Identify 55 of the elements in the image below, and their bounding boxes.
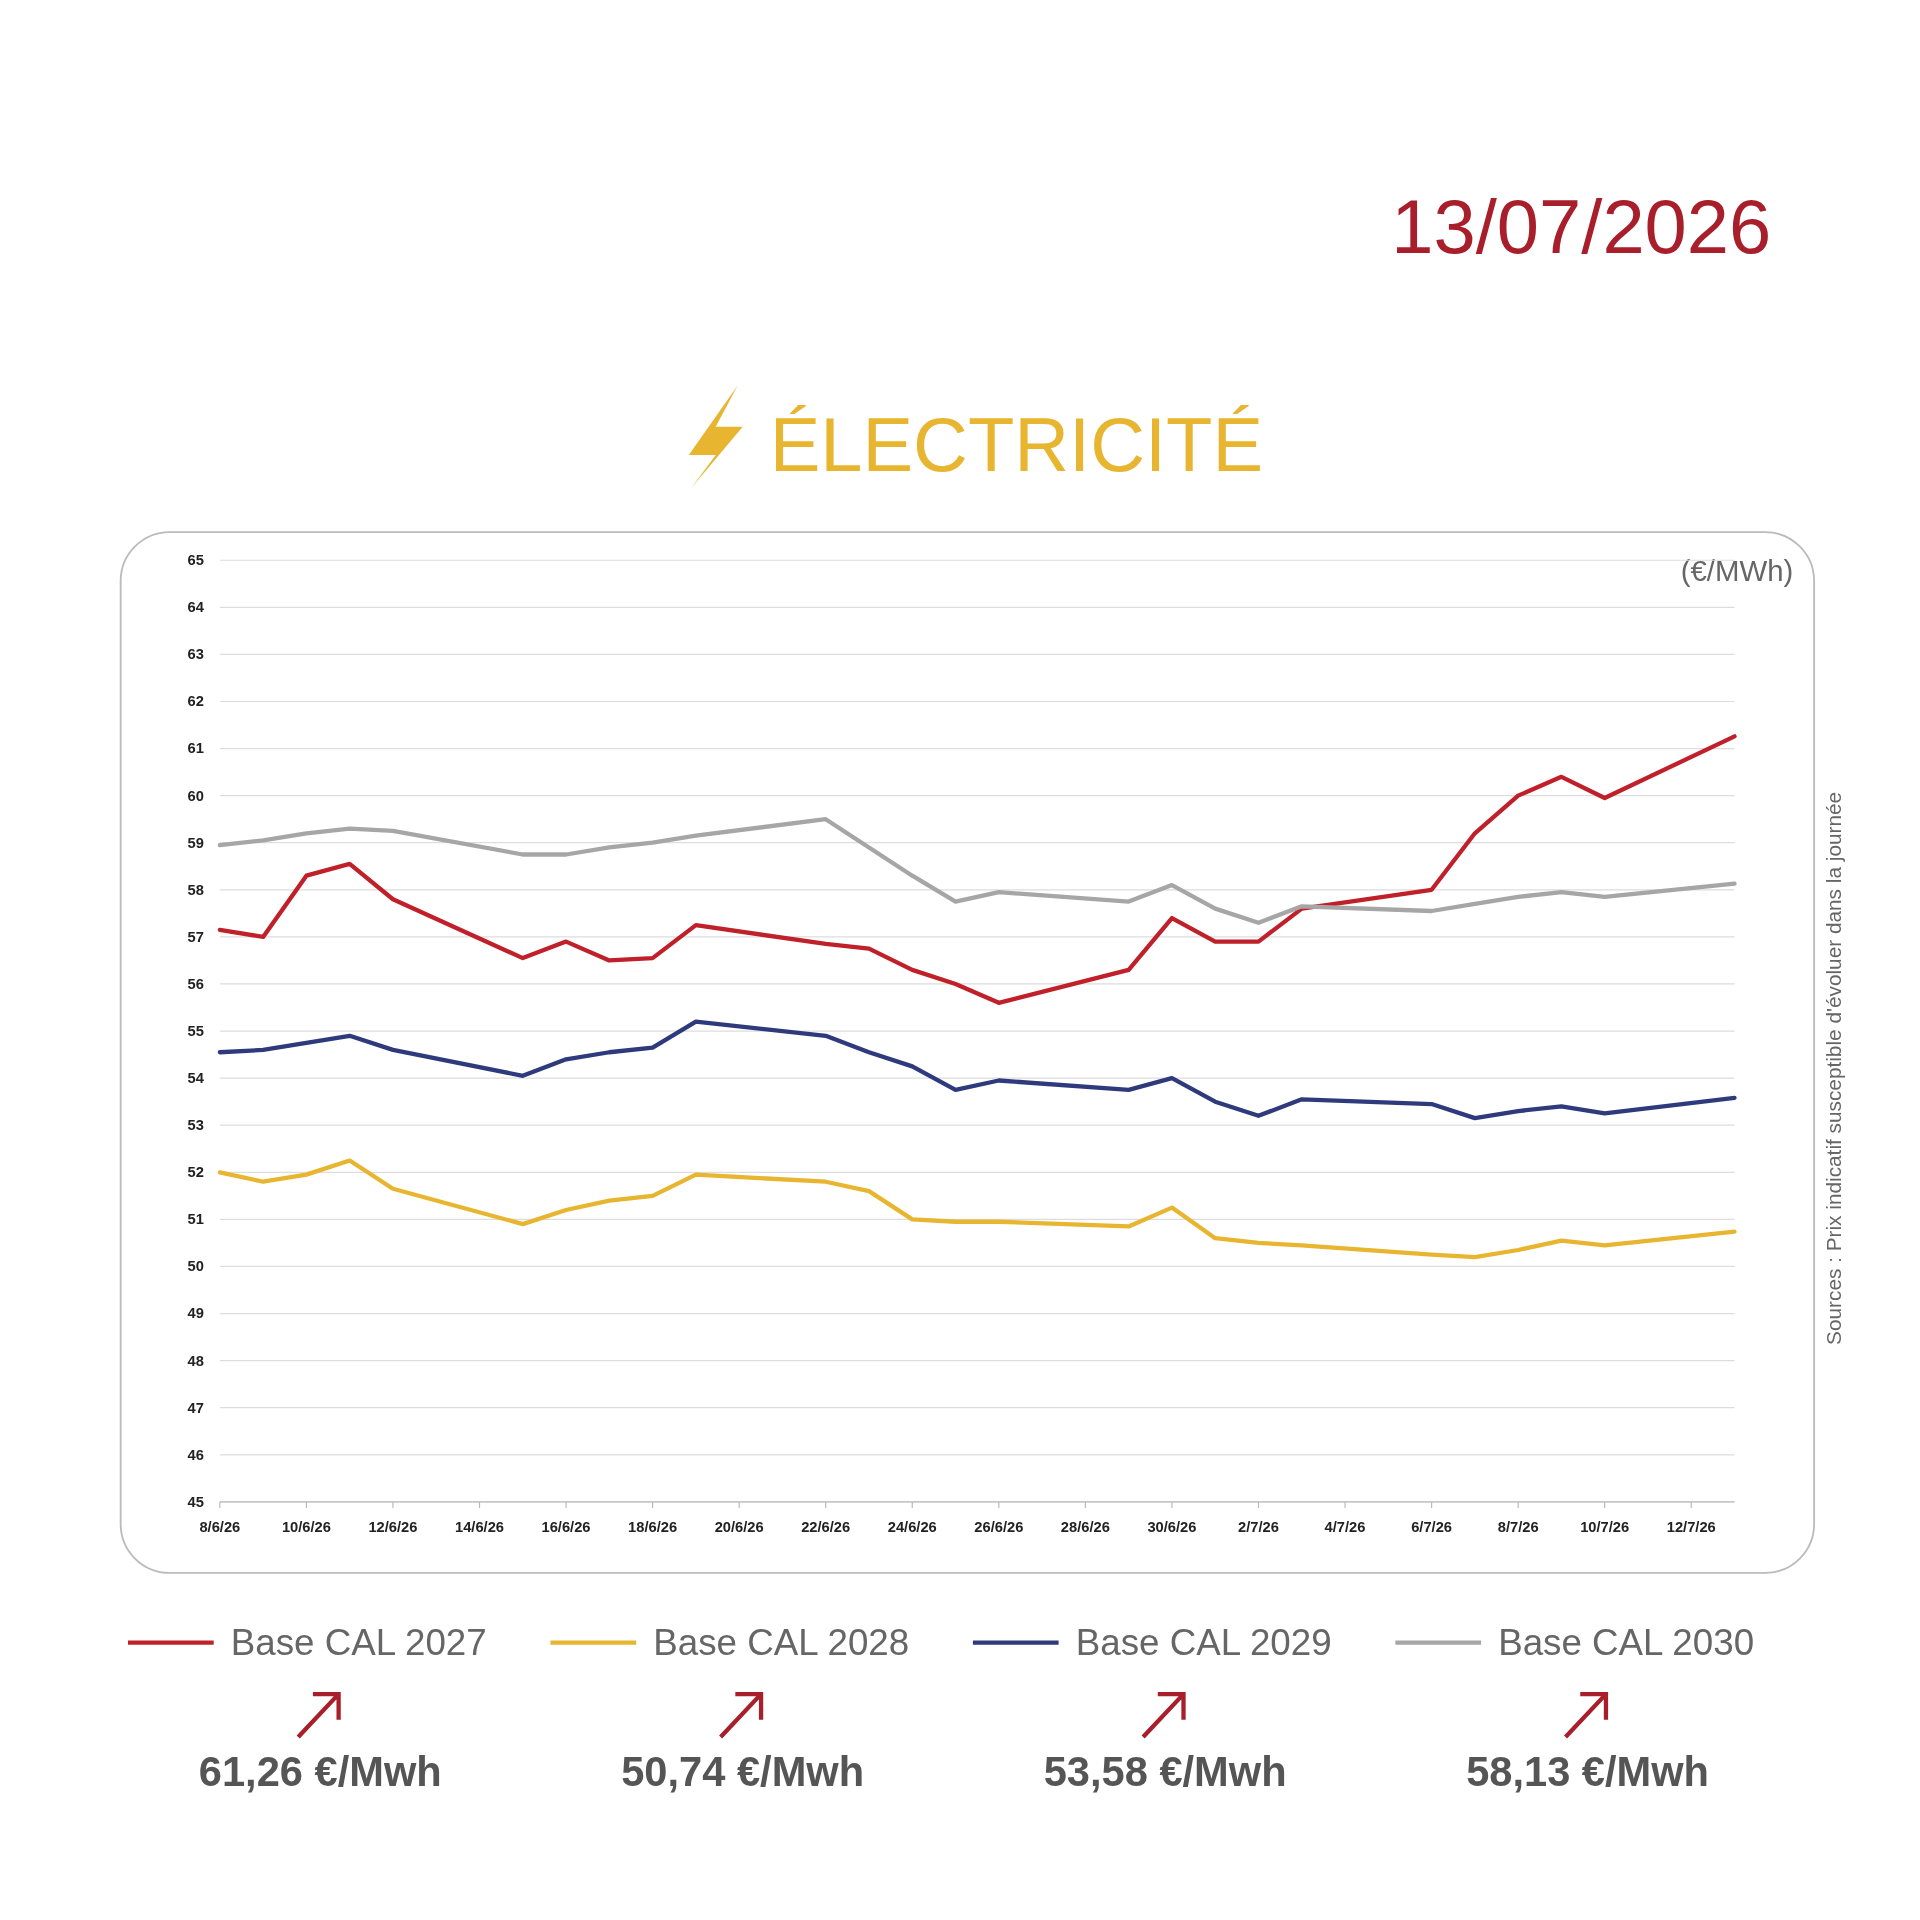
y-tick-label: 54 [187, 1070, 205, 1087]
x-tick-label: 8/6/26 [199, 1519, 241, 1536]
x-tick-label: 24/6/26 [887, 1519, 937, 1536]
y-tick-label: 64 [187, 599, 205, 616]
y-tick-label: 47 [187, 1399, 204, 1416]
y-axis-title: (€/MWh) [1680, 554, 1794, 588]
x-tick-label: 4/7/26 [1324, 1519, 1366, 1536]
text: 61,26 €/Mwh [198, 1747, 442, 1795]
x-tick-label: 12/7/26 [1666, 1519, 1716, 1536]
y-tick-label: 62 [187, 693, 204, 710]
x-tick-label: 2/7/26 [1238, 1519, 1279, 1536]
y-tick-label: 60 [187, 787, 204, 804]
y-tick-label: 51 [187, 1211, 204, 1228]
y-tick-label: 50 [187, 1258, 204, 1275]
x-tick-label: 22/6/26 [801, 1519, 851, 1536]
x-tick-label: 12/6/26 [368, 1519, 418, 1536]
text: 53,58 €/Mwh [1043, 1747, 1287, 1795]
y-tick-label: 63 [187, 646, 204, 663]
source-note: Sources : Prix indicatif susceptible d'évoluer dans la journée [1822, 791, 1846, 1345]
line-series [217, 1158, 1737, 1260]
x-tick-label: 10/7/26 [1580, 1519, 1630, 1536]
text: 50,74 €/Mwh [621, 1747, 865, 1795]
x-tick-label: 20/6/26 [714, 1519, 764, 1536]
y-tick-label: 59 [187, 834, 204, 851]
y-tick-label: 57 [187, 928, 204, 945]
y-tick-label: 45 [187, 1493, 204, 1510]
y-tick-label: 49 [187, 1305, 204, 1322]
y-tick-label: 58 [187, 881, 204, 898]
y-tick-label: 55 [187, 1022, 204, 1039]
chart-title: ÉLECTRICITÉ [769, 401, 1264, 487]
x-tick-label: 28/6/26 [1060, 1519, 1110, 1536]
line-series [217, 817, 1737, 925]
y-tick-label: 52 [187, 1164, 204, 1181]
legend-label: Base CAL 2029 [1075, 1621, 1332, 1663]
x-tick-label: 18/6/26 [628, 1519, 678, 1536]
y-tick-label: 65 [187, 552, 204, 569]
text: 58,13 €/Mwh [1466, 1747, 1710, 1795]
x-tick-label: 16/6/26 [541, 1519, 591, 1536]
legend-label: Base CAL 2028 [653, 1621, 910, 1663]
x-tick-label: 10/6/26 [281, 1519, 331, 1536]
line-series [217, 734, 1737, 1005]
y-tick-label: 61 [187, 740, 204, 757]
x-tick-label: 6/7/26 [1411, 1519, 1453, 1536]
y-tick-label: 48 [187, 1352, 204, 1369]
x-tick-label: 26/6/26 [974, 1519, 1024, 1536]
y-tick-label: 56 [187, 975, 204, 992]
legend-label: Base CAL 2030 [1498, 1621, 1755, 1663]
line-series [217, 1019, 1737, 1121]
y-tick-label: 53 [187, 1117, 204, 1134]
legend-label: Base CAL 2027 [230, 1621, 487, 1663]
x-tick-label: 14/6/26 [454, 1519, 505, 1536]
x-tick-label: 30/6/26 [1147, 1519, 1197, 1536]
y-tick-label: 46 [187, 1446, 204, 1463]
chart-subtitle: 13/07/2026 [1391, 183, 1772, 269]
x-tick-label: 8/7/26 [1497, 1519, 1539, 1536]
